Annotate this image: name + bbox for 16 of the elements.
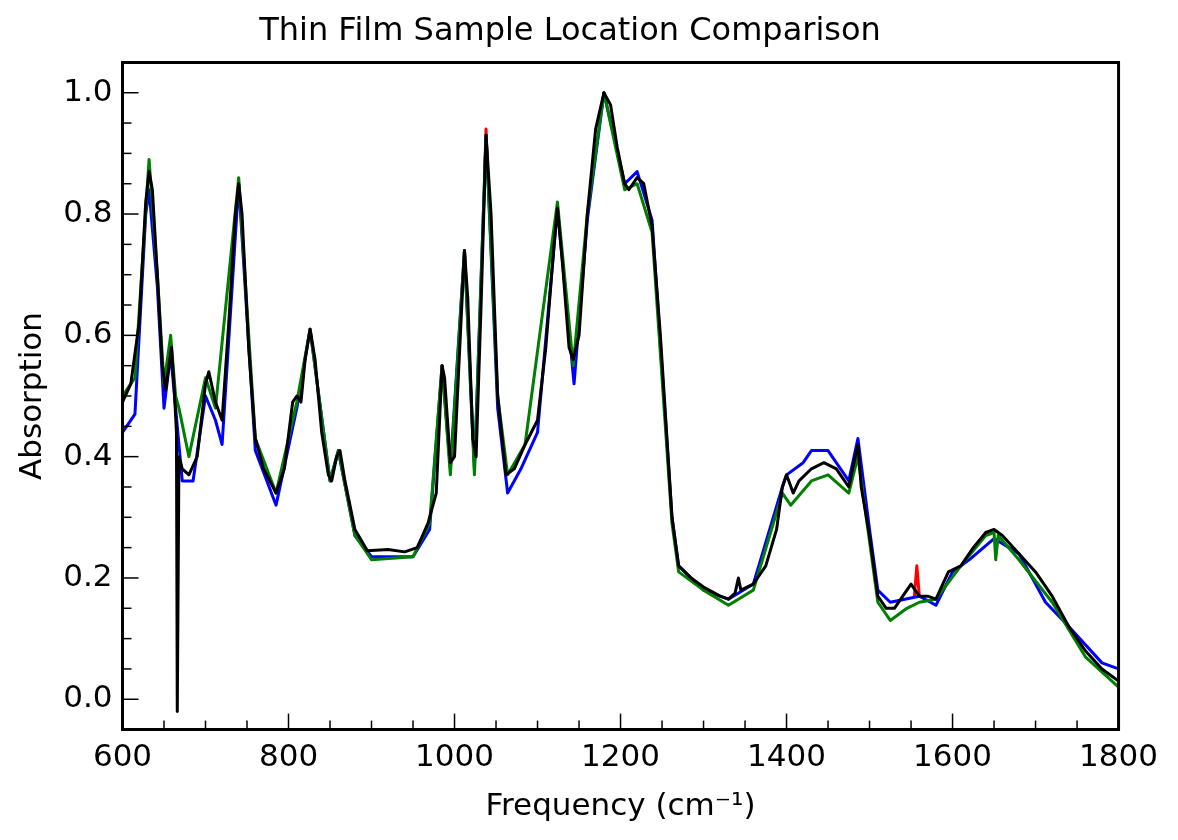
chart-title: Thin Film Sample Location Comparison [258,9,881,48]
x-axis-title: Frequency (cm⁻¹) [485,786,756,823]
y-tick-label: 0.0 [63,678,113,715]
y-tick-label: 0.8 [63,193,113,230]
x-tick-label: 1600 [913,737,992,774]
y-tick-label: 0.6 [63,314,113,351]
x-tick-label: 1800 [1079,737,1159,774]
x-tick-label: 800 [258,737,319,774]
y-tick-label: 1.0 [63,71,113,108]
y-axis-title: Absorption [11,312,48,480]
y-tick-label: 0.4 [63,435,113,472]
y-tick-label: 0.2 [63,557,113,594]
x-tick-label: 600 [92,737,153,774]
x-tick-label: 1200 [581,737,660,774]
x-tick-label: 1400 [747,737,826,774]
x-tick-label: 1000 [415,737,494,774]
